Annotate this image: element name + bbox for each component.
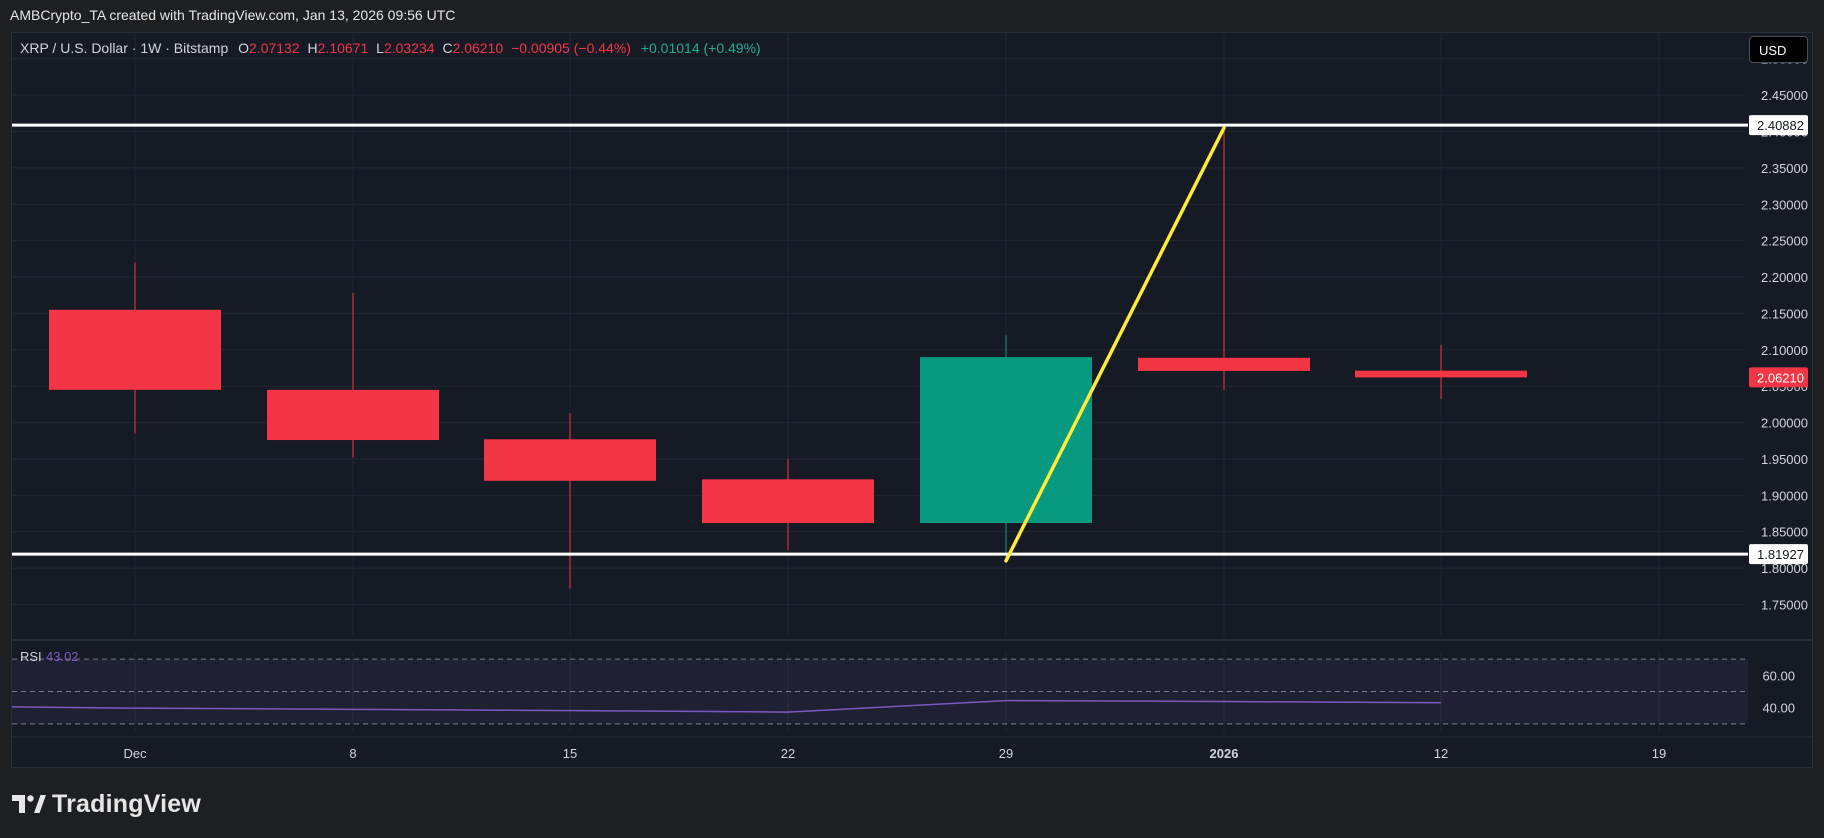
- candle-body[interactable]: [484, 439, 656, 481]
- price-axis-tick-label: 2.30000: [1761, 197, 1808, 212]
- high-value: 2.10671: [317, 40, 369, 56]
- symbol-legend: XRP / U.S. Dollar · 1W · Bitstamp O2.071…: [20, 40, 761, 56]
- price-axis-tick-label: 1.75000: [1761, 598, 1808, 613]
- time-axis-tick-label: 2026: [1210, 746, 1239, 761]
- tradingview-logo-icon: [12, 795, 46, 813]
- time-axis-tick-label: Dec: [123, 746, 147, 761]
- candle-body[interactable]: [1138, 357, 1310, 371]
- high-label: H: [307, 40, 318, 56]
- close-label: C: [442, 40, 453, 56]
- price-axis-tick-label: 1.95000: [1761, 452, 1808, 467]
- price-axis-tick-label: 2.20000: [1761, 270, 1808, 285]
- level-price-tag: [1749, 115, 1808, 136]
- chart-caption: AMBCrypto_TA created with TradingView.co…: [10, 7, 456, 23]
- currency-button[interactable]: USD: [1749, 36, 1808, 63]
- time-axis-tick-label: 12: [1434, 746, 1448, 761]
- low-label: L: [376, 40, 384, 56]
- tradingview-logo[interactable]: TradingView: [12, 790, 201, 818]
- price-axis-tick-label: 2.25000: [1761, 234, 1808, 249]
- tradingview-logo-text: TradingView: [52, 789, 202, 818]
- time-axis-tick-label: 22: [781, 746, 795, 761]
- candle-body[interactable]: [267, 389, 439, 441]
- rsi-line[interactable]: [11, 699, 1442, 713]
- candle-body[interactable]: [49, 309, 221, 390]
- candle-body[interactable]: [702, 479, 874, 523]
- time-axis-tick-label: 19: [1652, 746, 1666, 761]
- price-axis-tick-label: 2.00000: [1761, 416, 1808, 431]
- rsi-axis-tick-label: 40.00: [1762, 701, 1795, 716]
- last-price-tag: [1749, 367, 1808, 388]
- symbol-label[interactable]: XRP / U.S. Dollar · 1W · Bitstamp: [20, 40, 229, 56]
- close-value: 2.06210: [452, 40, 504, 56]
- candle-body[interactable]: [920, 357, 1092, 523]
- price-axis-tick-label: 1.80000: [1761, 561, 1808, 576]
- time-axis-tick-label: 8: [349, 746, 356, 761]
- last-price-label: 2.06210: [1757, 370, 1804, 385]
- price-axis-tick-label: 2.45000: [1761, 88, 1808, 103]
- rsi-value: 43.02: [46, 649, 79, 664]
- rsi-label: RSI: [20, 649, 42, 664]
- price-axis-tick-label: 1.90000: [1761, 488, 1808, 503]
- open-label: O: [238, 40, 250, 56]
- price-axis-tick-label: 1.85000: [1761, 525, 1808, 540]
- rsi-axis-tick-label: 60.00: [1762, 668, 1795, 683]
- change-secondary-value: +0.01014 (+0.49%): [640, 40, 761, 56]
- price-axis-tick-label: 2.15000: [1761, 306, 1808, 321]
- level-price-label: 2.40882: [1757, 118, 1804, 133]
- level-price-tag: [1749, 544, 1808, 565]
- open-value: 2.07132: [249, 40, 300, 56]
- level-price-label: 1.81927: [1757, 547, 1804, 562]
- trend-line[interactable]: [1004, 126, 1226, 563]
- price-axis-tick-label: 2.10000: [1761, 343, 1808, 358]
- candle-body[interactable]: [1355, 370, 1527, 378]
- change-value: −0.00905 (−0.44%): [511, 40, 631, 56]
- time-axis-tick-label: 29: [999, 746, 1013, 761]
- low-value: 2.03234: [383, 40, 435, 56]
- price-axis-tick-label: 2.35000: [1761, 161, 1808, 176]
- time-axis-tick-label: 15: [563, 746, 577, 761]
